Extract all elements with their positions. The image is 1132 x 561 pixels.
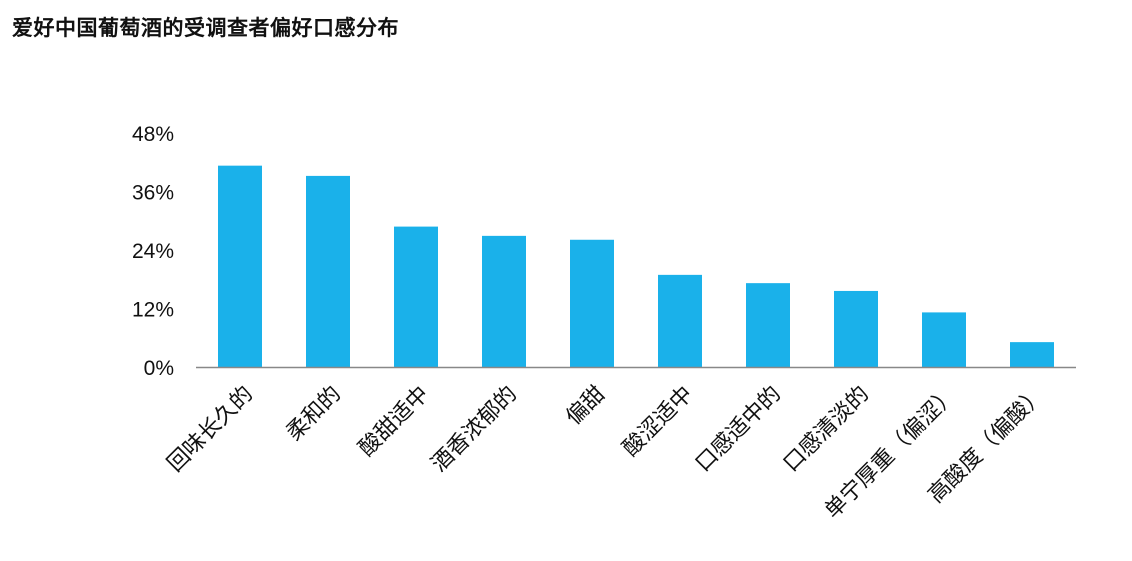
x-tick-label: 柔和的 xyxy=(282,382,346,446)
bar xyxy=(922,312,966,367)
bars xyxy=(218,165,1054,367)
bar xyxy=(306,175,350,367)
x-tick-label: 口感适中的 xyxy=(691,382,786,477)
x-tick-label: 偏甜 xyxy=(561,382,610,431)
y-tick-label: 24% xyxy=(132,240,174,263)
x-tick-label: 口感清淡的 xyxy=(779,382,874,477)
bar xyxy=(394,226,438,367)
bar xyxy=(482,235,526,367)
x-tick-label: 酸甜适中 xyxy=(354,382,434,462)
y-tick-label: 36% xyxy=(132,182,174,205)
y-tick-label: 0% xyxy=(144,357,174,380)
bar xyxy=(658,274,702,367)
y-tick-label: 12% xyxy=(132,299,174,322)
x-tick-label: 回味长久的 xyxy=(163,382,258,477)
chart-title: 爱好中国葡萄酒的受调查者偏好口感分布 xyxy=(12,16,399,40)
y-tick-label: 48% xyxy=(132,123,174,146)
x-tick-label: 酸涩适中 xyxy=(618,382,698,462)
bar xyxy=(834,290,878,367)
y-axis-ticks: 0% 12% 24% 36% 48% xyxy=(132,123,174,380)
x-tick-label: 酒香浓郁的 xyxy=(427,382,522,477)
bar xyxy=(746,283,790,367)
bar xyxy=(218,165,262,367)
bar xyxy=(570,239,614,367)
bar xyxy=(1010,342,1054,367)
